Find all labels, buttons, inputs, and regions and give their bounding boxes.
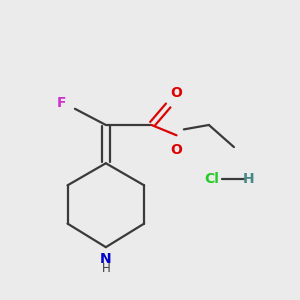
Text: O: O: [171, 142, 182, 157]
Text: F: F: [57, 96, 66, 110]
Text: N: N: [100, 252, 112, 266]
Text: O: O: [171, 86, 182, 100]
Text: H: H: [101, 262, 110, 275]
Text: Cl: Cl: [204, 172, 219, 186]
Text: H: H: [243, 172, 254, 186]
